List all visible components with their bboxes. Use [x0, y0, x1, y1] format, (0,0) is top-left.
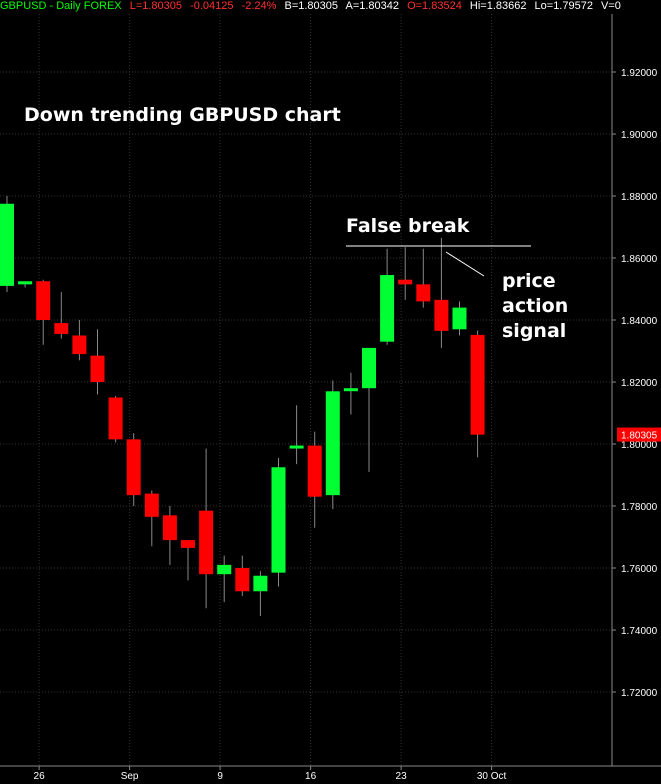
- y-tick-label: 1.76000: [621, 564, 658, 575]
- candle-body: [416, 284, 431, 302]
- candle-body: [144, 493, 159, 517]
- header-bid: B=1.80305: [285, 0, 339, 12]
- candle: [126, 433, 141, 506]
- grid-layer: [0, 14, 661, 767]
- candle: [434, 237, 449, 348]
- candle: [289, 405, 304, 465]
- candle-body: [289, 445, 304, 449]
- candle-body: [181, 540, 195, 548]
- chart-title-annotation: Down trending GBPUSD chart: [24, 104, 341, 126]
- candle: [18, 281, 33, 288]
- header-volume: V=0: [601, 0, 621, 12]
- header-pct: -2.24%: [242, 0, 277, 12]
- candle-body: [199, 510, 214, 575]
- candle-body: [18, 281, 33, 285]
- header-line: GBPUSD - Daily FOREX L=1.80305 -0.04125 …: [0, 0, 621, 12]
- candle: [271, 457, 286, 587]
- candle: [217, 555, 232, 603]
- candle-body: [108, 397, 123, 440]
- signal-label-line3: signal: [502, 320, 566, 342]
- header-ask: A=1.80342: [345, 0, 399, 12]
- y-axis: 1.92000 1.90000 1.88000 1.86000 1.84000 1.820…: [612, 68, 661, 699]
- candle: [199, 448, 214, 609]
- y-tick-label: 1.72000: [621, 688, 658, 699]
- candle-body: [452, 307, 467, 330]
- candles-layer: [0, 196, 485, 617]
- candle-body: [36, 281, 51, 320]
- candle: [36, 279, 51, 345]
- candle-body: [126, 439, 141, 496]
- header-change: -0.04125: [190, 0, 233, 12]
- candle: [108, 395, 123, 443]
- candle: [72, 320, 87, 361]
- y-tick-label: 1.90000: [621, 130, 658, 141]
- candle-body: [54, 323, 69, 334]
- x-tick-label: 30 Oct: [477, 771, 507, 782]
- y-tick-label: 1.80000: [621, 440, 658, 451]
- candle-body: [90, 355, 105, 382]
- candle: [0, 196, 14, 293]
- candle: [470, 330, 485, 458]
- candle-body: [470, 334, 485, 435]
- y-tick-label: 1.92000: [621, 68, 658, 79]
- header-high: Hi=1.83662: [470, 0, 527, 12]
- y-tick-label: 1.86000: [621, 254, 658, 265]
- x-tick-label: 16: [305, 771, 317, 782]
- x-tick-label: 9: [217, 771, 223, 782]
- signal-pointer-line: [445, 251, 485, 277]
- signal-label-line1: price: [502, 270, 556, 292]
- candle: [307, 431, 322, 528]
- candle: [452, 301, 467, 336]
- y-tick-label: 1.78000: [621, 502, 658, 513]
- candle-body: [398, 279, 413, 285]
- candle: [54, 292, 69, 339]
- candle: [235, 555, 250, 596]
- y-tick-label: 1.82000: [621, 378, 658, 389]
- candle-body: [0, 203, 14, 286]
- header-symbol: GBPUSD - Daily FOREX: [0, 0, 122, 12]
- signal-label-line2: action: [502, 295, 568, 317]
- y-tick-label: 1.88000: [621, 192, 658, 203]
- candle-body: [235, 568, 250, 592]
- false-break-label: False break: [346, 215, 470, 237]
- candle: [362, 347, 376, 472]
- x-tick-label: 23: [396, 771, 408, 782]
- candle-body: [380, 275, 395, 342]
- candle: [144, 490, 159, 547]
- candle-body: [343, 388, 358, 392]
- x-tick-label: 26: [34, 771, 46, 782]
- last-price-label: 1.80305: [621, 431, 658, 442]
- candle: [325, 380, 340, 510]
- candle: [398, 247, 413, 300]
- candle-body: [362, 347, 376, 389]
- candle-body: [162, 515, 177, 541]
- candle: [343, 372, 358, 415]
- last-price-box: [617, 427, 661, 442]
- header-low: Lo=1.79572: [535, 0, 593, 12]
- candle: [90, 329, 105, 395]
- candle-body: [271, 467, 286, 573]
- candle-body: [72, 335, 87, 355]
- candle-body: [325, 391, 340, 496]
- header-open: O=1.83524: [407, 0, 462, 12]
- candle-body: [217, 564, 232, 575]
- header-last: L=1.80305: [130, 0, 182, 12]
- y-tick-label: 1.84000: [621, 316, 658, 327]
- candle: [380, 248, 395, 345]
- candle-body: [253, 575, 268, 592]
- candle-body: [434, 299, 449, 331]
- candle: [162, 506, 177, 565]
- candle: [416, 248, 431, 308]
- candle: [253, 571, 268, 617]
- candle: [181, 540, 195, 581]
- x-tick-label: Sep: [121, 771, 139, 782]
- y-tick-label: 1.74000: [621, 626, 658, 637]
- candle-body: [307, 445, 322, 497]
- x-axis: 26 Sep 9 16 23 30 Oct: [34, 766, 507, 782]
